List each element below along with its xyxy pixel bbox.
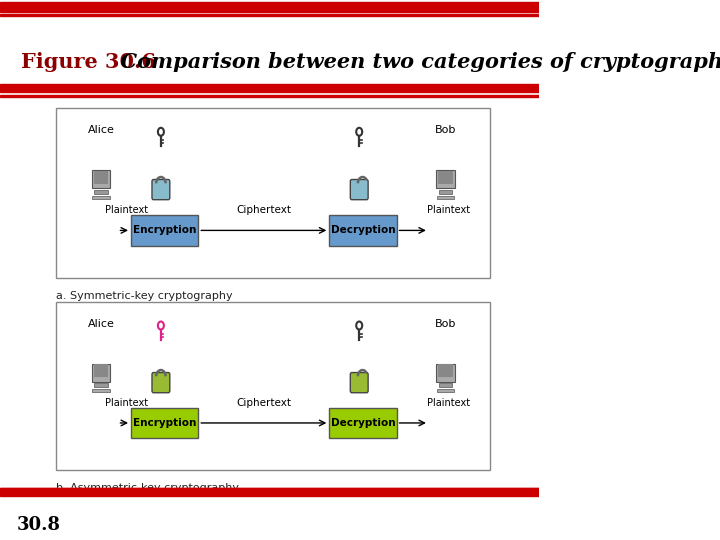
Text: Ciphertext: Ciphertext	[236, 205, 292, 215]
FancyBboxPatch shape	[351, 179, 368, 200]
Text: Ciphertext: Ciphertext	[236, 398, 292, 408]
Bar	[131, 215, 198, 246]
Bar	[94, 364, 109, 377]
Bar	[0, 95, 539, 97]
Text: Plaintext: Plaintext	[105, 398, 148, 408]
Bar	[0, 14, 539, 16]
Text: Decryption: Decryption	[330, 418, 395, 428]
Bar	[94, 383, 108, 387]
FancyBboxPatch shape	[91, 171, 110, 188]
Bar	[0, 488, 539, 490]
Text: Alice: Alice	[88, 319, 114, 329]
Text: b. Asymmetric-key cryptography: b. Asymmetric-key cryptography	[56, 483, 239, 493]
Bar	[56, 302, 490, 470]
Text: Plaintext: Plaintext	[105, 205, 148, 215]
FancyBboxPatch shape	[152, 179, 170, 200]
FancyBboxPatch shape	[436, 171, 455, 188]
FancyBboxPatch shape	[152, 373, 170, 393]
Bar	[94, 171, 109, 184]
Bar	[131, 408, 198, 438]
Bar	[0, 488, 539, 496]
Bar	[329, 215, 397, 246]
Text: Bob: Bob	[435, 319, 456, 329]
Text: Encryption: Encryption	[133, 225, 197, 235]
FancyBboxPatch shape	[351, 373, 368, 393]
Bar	[0, 2, 539, 12]
Text: Plaintext: Plaintext	[428, 398, 471, 408]
Text: Bob: Bob	[435, 125, 456, 135]
Text: a. Symmetric-key cryptography: a. Symmetric-key cryptography	[56, 291, 233, 301]
FancyBboxPatch shape	[436, 363, 455, 382]
Text: Figure 30.6: Figure 30.6	[21, 52, 156, 72]
Bar	[56, 108, 490, 278]
FancyBboxPatch shape	[91, 363, 110, 382]
Bar	[438, 190, 452, 194]
Bar	[438, 171, 453, 184]
Bar	[0, 84, 539, 92]
Bar	[94, 190, 108, 194]
Bar	[329, 408, 397, 438]
Bar	[438, 383, 452, 387]
Bar	[92, 389, 109, 393]
Text: Comparison between two categories of cryptography: Comparison between two categories of cry…	[107, 52, 720, 72]
Bar	[436, 195, 454, 199]
Text: Decryption: Decryption	[330, 225, 395, 235]
Text: Alice: Alice	[88, 125, 114, 135]
Bar	[438, 364, 453, 377]
Text: 30.8: 30.8	[17, 516, 60, 534]
Text: Encryption: Encryption	[133, 418, 197, 428]
Bar	[92, 195, 109, 199]
Bar	[436, 389, 454, 393]
Text: Plaintext: Plaintext	[428, 205, 471, 215]
